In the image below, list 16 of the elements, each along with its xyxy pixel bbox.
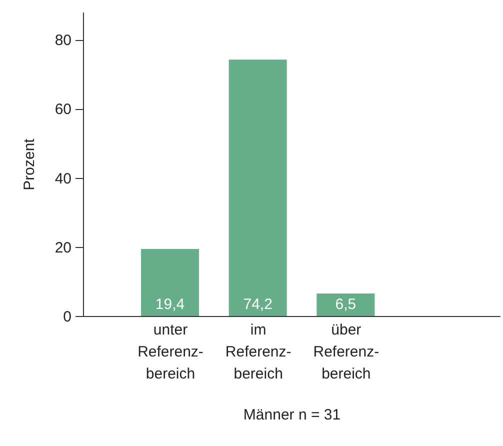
x-tick-label: im Referenz- bereich <box>225 322 292 382</box>
x-axis-title: Männer n = 31 <box>243 406 341 424</box>
y-tick-label: 40 <box>54 170 72 188</box>
bar <box>140 248 199 316</box>
y-tick-label: 80 <box>54 32 72 50</box>
bar <box>316 294 375 316</box>
data-label: 6,5 <box>335 296 356 313</box>
y-tick-label: 20 <box>54 239 72 256</box>
x-tick-label: über Referenz- bereich <box>313 322 380 382</box>
x-tick-label: unter Referenz- bereich <box>138 322 204 382</box>
data-label: 74,2 <box>243 296 272 313</box>
bar <box>228 60 287 316</box>
data-label: 19,4 <box>155 296 185 313</box>
y-axis-title: Prozent <box>20 138 38 190</box>
y-tick-label: 60 <box>54 101 72 118</box>
y-tick-label: 0 <box>63 308 72 326</box>
